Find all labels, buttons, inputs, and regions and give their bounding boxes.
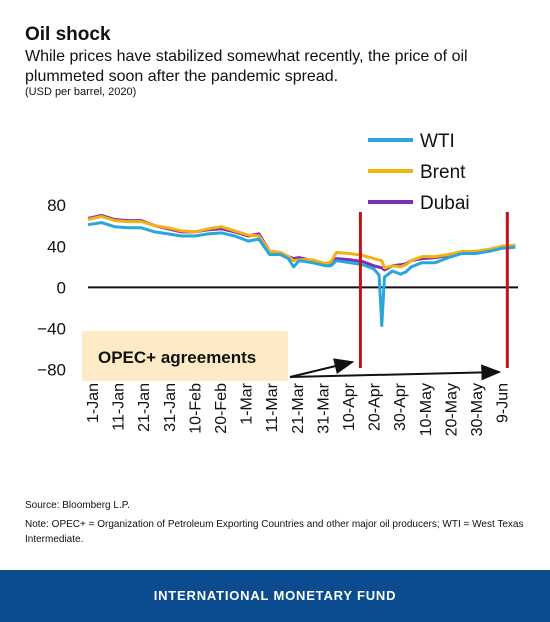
y-tick-label: 80 xyxy=(47,196,66,215)
y-tick-label: −40 xyxy=(37,320,66,339)
y-axis-ticks: 80 40 0 −40 −80 xyxy=(37,196,66,380)
legend-label-dubai: Dubai xyxy=(420,193,470,214)
series-line-brent xyxy=(87,215,516,270)
source-note: Source: Bloomberg L.P. xyxy=(25,500,130,511)
x-tick-label: 11-Jan xyxy=(111,383,128,431)
x-tick-label: 11-Mar xyxy=(264,382,281,432)
series-lines xyxy=(87,213,516,327)
oil-price-chart: 80 40 0 −40 −80 OPEC+ agreements WTI Brent Dub… xyxy=(37,131,518,436)
x-tick-label: 1-Mar xyxy=(239,382,256,424)
annotation-arrow xyxy=(289,358,355,378)
x-tick-label: 9-Jun xyxy=(495,383,512,423)
opec-annotation: OPEC+ agreements xyxy=(82,331,502,381)
series-line-wti xyxy=(87,221,516,327)
chart-subtitle: While prices have stabilized somewhat re… xyxy=(25,48,468,85)
chart-units: (USD per barrel, 2020) xyxy=(25,86,137,98)
annotation-label: OPEC+ agreements xyxy=(98,348,256,367)
opec-marker-lines xyxy=(358,212,509,368)
x-tick-label: 10-Apr xyxy=(341,382,358,431)
imf-footer-bar: INTERNATIONAL MONETARY FUND xyxy=(0,570,550,622)
x-tick-label: 31-Mar xyxy=(315,382,332,433)
legend-label-brent: Brent xyxy=(420,162,466,183)
chart-title: Oil shock xyxy=(25,24,111,45)
x-tick-label: 10-Feb xyxy=(187,383,204,434)
x-tick-label: 31-Jan xyxy=(162,383,179,432)
x-tick-label: 30-May xyxy=(469,383,486,436)
footnote: Note: OPEC+ = Organization of Petroleum … xyxy=(25,519,524,545)
annotation-arrows xyxy=(289,358,502,381)
x-tick-label: 21-Jan xyxy=(136,383,153,432)
y-tick-label: 0 xyxy=(57,278,66,297)
x-axis-ticks: 1-Jan 11-Jan 21-Jan 31-Jan 10-Feb 20-Feb 1-Mar… xyxy=(85,382,512,436)
x-tick-label: 10-May xyxy=(418,383,435,436)
x-tick-label: 20-May xyxy=(443,383,460,436)
x-tick-label: 1-Jan xyxy=(85,383,102,423)
annotation-box xyxy=(82,331,288,381)
legend-label-wti: WTI xyxy=(420,131,455,152)
x-tick-label: 20-Feb xyxy=(213,383,230,434)
x-tick-label: 21-Mar xyxy=(290,382,307,433)
annotation-arrow xyxy=(289,364,502,381)
x-tick-label: 30-Apr xyxy=(392,382,409,431)
y-tick-label: 40 xyxy=(47,237,66,256)
x-tick-label: 20-Apr xyxy=(367,382,384,431)
y-tick-label: −80 xyxy=(37,361,66,380)
legend: WTI Brent Dubai xyxy=(368,131,470,214)
